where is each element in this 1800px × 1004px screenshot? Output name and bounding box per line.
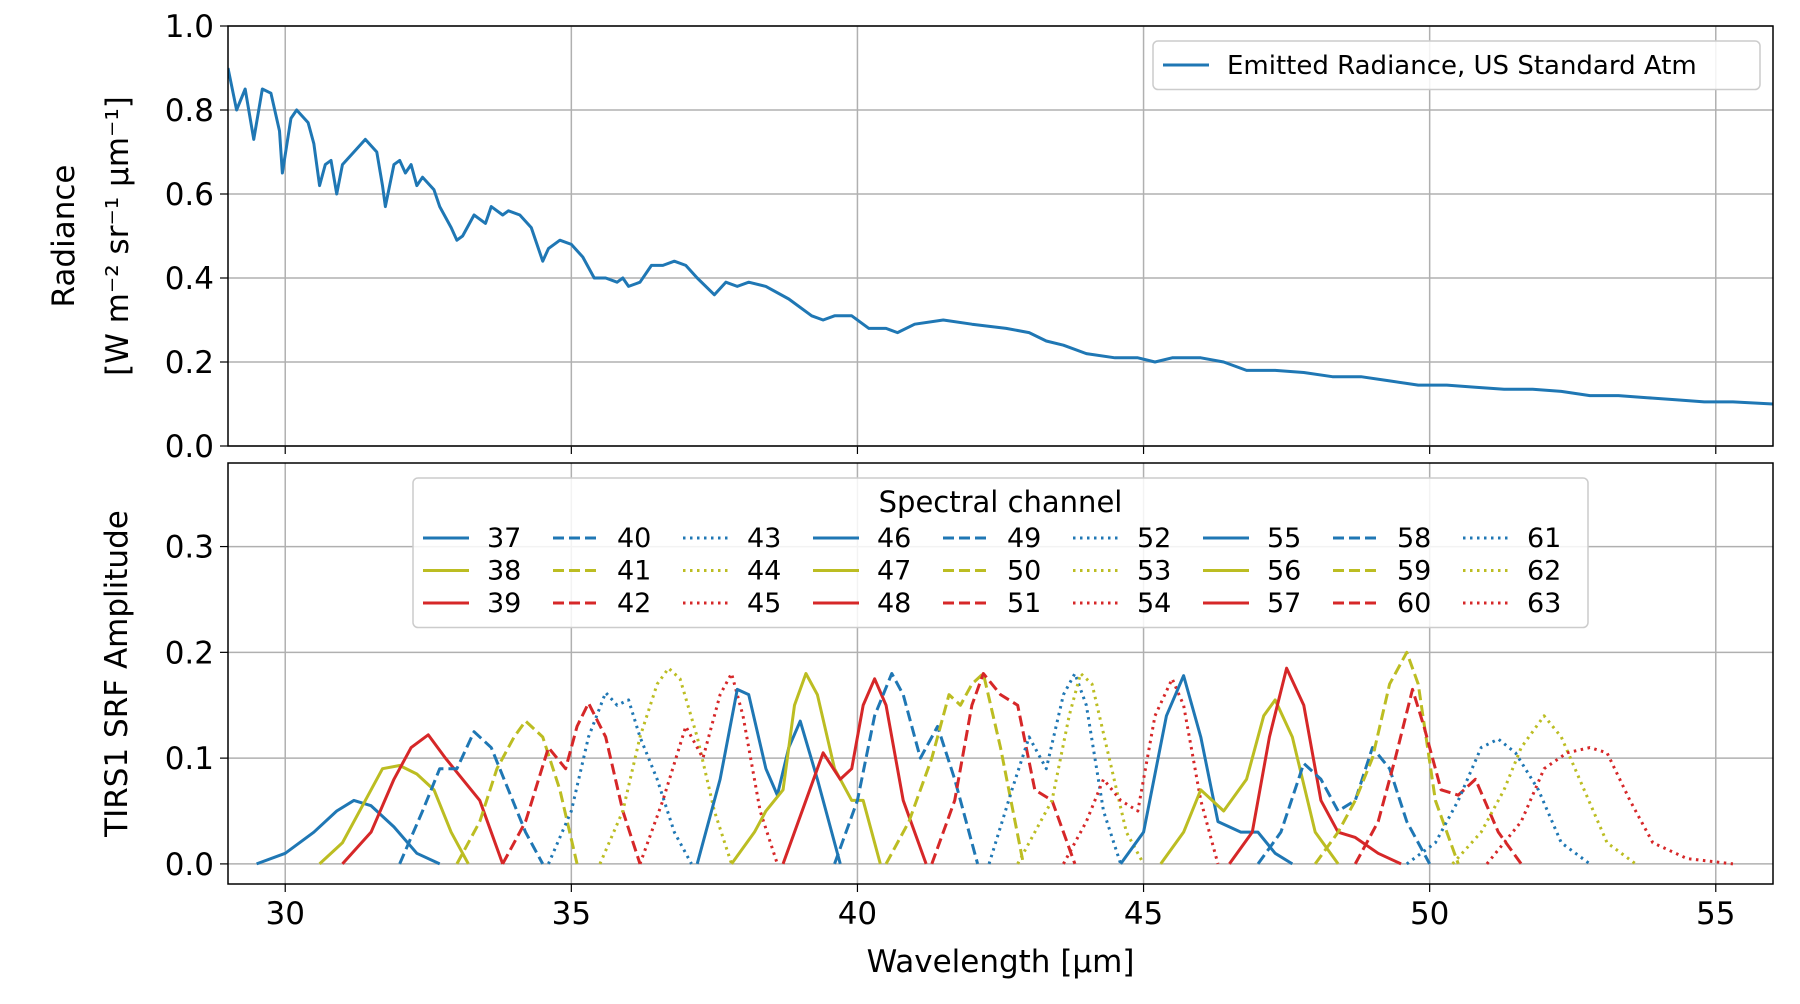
y-axis-label: TIRS1 SRF Amplitude bbox=[99, 510, 135, 838]
x-tick-label: 35 bbox=[552, 896, 591, 932]
plot-area bbox=[228, 67, 1773, 406]
axes-frame bbox=[227, 25, 1774, 447]
legend-label: 60 bbox=[1397, 588, 1431, 619]
legend-label: 50 bbox=[1007, 556, 1041, 587]
legend-label: 62 bbox=[1527, 556, 1561, 587]
legend-box bbox=[412, 477, 1589, 629]
data-line bbox=[1314, 650, 1460, 865]
x-tick-label: 45 bbox=[1124, 896, 1163, 932]
legend-label: 43 bbox=[747, 523, 781, 554]
x-tick-label: 50 bbox=[1410, 896, 1449, 932]
legend-label: 51 bbox=[1007, 588, 1041, 619]
data-line bbox=[930, 672, 1077, 865]
legend-label: 38 bbox=[487, 556, 521, 587]
data-line bbox=[398, 730, 545, 865]
legend-label: 55 bbox=[1267, 523, 1301, 554]
data-line bbox=[781, 677, 928, 865]
legend-label: 44 bbox=[747, 556, 781, 587]
data-line bbox=[228, 67, 1773, 406]
y-tick-label: 0.3 bbox=[165, 530, 214, 566]
legend-label: 39 bbox=[487, 588, 521, 619]
legend-label: 48 bbox=[877, 588, 911, 619]
data-line bbox=[1256, 746, 1431, 865]
data-line bbox=[1485, 746, 1734, 866]
legend-label: 54 bbox=[1137, 588, 1171, 619]
y-tick-label: 0.8 bbox=[165, 93, 214, 129]
data-line bbox=[1016, 672, 1145, 865]
data-line bbox=[501, 701, 642, 865]
legend-label: 42 bbox=[617, 588, 651, 619]
y-tick-label: 0.0 bbox=[165, 847, 214, 883]
legend-label: 61 bbox=[1527, 523, 1561, 554]
legend-label: 47 bbox=[877, 556, 911, 587]
legend-label: 59 bbox=[1397, 556, 1431, 587]
x-tick-label: 40 bbox=[838, 896, 877, 932]
y-tick-label: 0.6 bbox=[165, 177, 214, 213]
x-axis-label: Wavelength [μm] bbox=[867, 944, 1135, 980]
y-axis-label: [W m⁻² sr⁻¹ μm⁻¹] bbox=[100, 96, 136, 376]
y-tick-label: 0.2 bbox=[165, 345, 214, 381]
data-line bbox=[884, 672, 1025, 865]
legend-label: 52 bbox=[1137, 523, 1171, 554]
legend-title: Spectral channel bbox=[879, 485, 1123, 519]
y-tick-label: 0.0 bbox=[165, 429, 214, 465]
legend-label: 53 bbox=[1137, 556, 1171, 587]
legend-label: Emitted Radiance, US Standard Atm bbox=[1227, 51, 1697, 81]
plot-area bbox=[256, 650, 1734, 866]
legend-label: 56 bbox=[1267, 556, 1301, 587]
data-line bbox=[638, 672, 779, 865]
legend-label: 37 bbox=[487, 523, 521, 554]
axes-frame bbox=[227, 462, 1774, 885]
data-line bbox=[1159, 698, 1340, 865]
data-line bbox=[1119, 674, 1294, 866]
data-line bbox=[1451, 714, 1637, 866]
data-line bbox=[1062, 677, 1220, 865]
legend-label: 40 bbox=[617, 523, 651, 554]
data-line bbox=[987, 672, 1123, 865]
data-line bbox=[1353, 687, 1523, 865]
data-line bbox=[695, 687, 842, 865]
legend-label: 58 bbox=[1397, 523, 1431, 554]
y-tick-label: 0.1 bbox=[165, 741, 214, 777]
data-line bbox=[833, 672, 980, 865]
y-tick-label: 0.4 bbox=[165, 261, 214, 297]
data-line bbox=[730, 672, 882, 865]
legend-label: 57 bbox=[1267, 588, 1301, 619]
x-tick-label: 55 bbox=[1696, 896, 1735, 932]
legend-label: 45 bbox=[747, 588, 781, 619]
data-line bbox=[547, 691, 693, 865]
y-tick-label: 1.0 bbox=[165, 9, 214, 45]
legend-label: 49 bbox=[1007, 523, 1041, 554]
data-line bbox=[455, 719, 579, 865]
y-axis-label: Radiance bbox=[46, 165, 82, 308]
data-line bbox=[318, 764, 470, 866]
x-tick-label: 30 bbox=[265, 896, 304, 932]
legend-label: 41 bbox=[617, 556, 651, 587]
legend-label: 63 bbox=[1527, 588, 1561, 619]
y-tick-label: 0.2 bbox=[165, 635, 214, 671]
legend-label: 46 bbox=[877, 523, 911, 554]
data-line bbox=[341, 733, 505, 865]
legend-box bbox=[1152, 40, 1761, 91]
